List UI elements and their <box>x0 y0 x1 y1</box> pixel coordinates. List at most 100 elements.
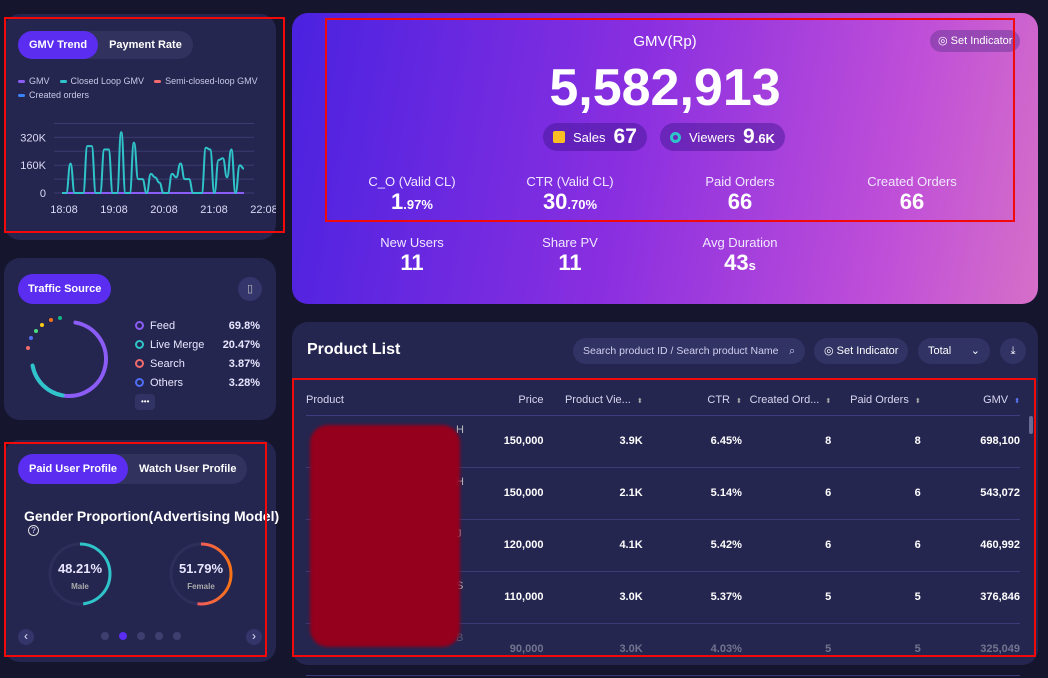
redacted-product-images <box>310 425 460 647</box>
cell: 6 <box>741 467 832 520</box>
column-header[interactable]: Created Ord... ⬍ <box>741 385 832 416</box>
gmv-title: GMV(Rp) <box>633 33 697 50</box>
download-icon: ⤓ <box>1010 345 1016 357</box>
legend-swatch <box>18 80 25 84</box>
cell: 376,846 <box>920 571 1020 624</box>
metric-paid-orders: Paid Orders 66 <box>705 174 775 214</box>
legend-swatch <box>18 94 25 98</box>
metric-ctr-valid-cl-: CTR (Valid CL) 30.70% <box>526 174 614 214</box>
y-tick-label: 320K <box>20 132 46 144</box>
legend-swatch <box>59 80 67 84</box>
sort-icon[interactable]: ⬍ <box>914 397 921 405</box>
column-header[interactable]: Paid Orders ⬍ <box>831 385 921 416</box>
sort-icon[interactable]: ⬍ <box>1014 397 1020 405</box>
cell: 6 <box>741 519 832 572</box>
female-ring <box>169 542 233 606</box>
gear-icon: ◎ <box>824 345 837 357</box>
chart-up-icon <box>553 131 565 143</box>
cell: 5 <box>741 623 832 676</box>
more-button[interactable]: ••• <box>135 394 156 410</box>
cell: 4.1K <box>543 519 643 572</box>
pagination-dots <box>101 632 181 640</box>
eye-icon <box>670 131 681 143</box>
tab-paid-user-profile[interactable]: Paid User Profile <box>18 454 129 484</box>
tab-payment-rate[interactable]: Payment Rate <box>109 39 182 51</box>
table-scrollbar[interactable] <box>1029 416 1033 434</box>
column-header: Price <box>463 385 544 416</box>
metric-avg-duration: Avg Duration 43s <box>702 235 778 275</box>
traffic-donut <box>26 316 108 398</box>
metric-new-users: New Users 11 <box>380 235 444 275</box>
product-list-title: Product List <box>307 341 401 358</box>
gmv-trend-tabs: GMV Trend Payment Rate <box>18 31 193 59</box>
cell: 90,000 <box>463 623 544 676</box>
chevron-down-icon: ⌄ <box>970 345 980 357</box>
traffic-item: Others 3.28% <box>135 377 260 389</box>
tab-gmv-trend[interactable]: GMV Trend <box>18 31 99 59</box>
download-button[interactable]: ⤓ <box>1000 338 1026 364</box>
gmv-value: 5,582,913 <box>549 59 781 117</box>
total-select[interactable]: Total ⌄ <box>918 338 990 364</box>
chart-legend: GMV Closed Loop GMV Semi-closed-loop GMV Cr… <box>18 76 268 100</box>
legend-ring-icon <box>135 321 144 330</box>
cell: 5.14% <box>642 467 742 520</box>
female-value: 51.79% <box>178 561 224 576</box>
prev-button[interactable]: ‹ <box>18 629 34 645</box>
metric-created-orders: Created Orders 66 <box>867 174 957 214</box>
product-set-indicator-button[interactable]: ◎ Set Indicator <box>814 338 909 364</box>
x-tick-label: 22:08 <box>250 204 276 216</box>
help-icon[interactable]: ? <box>28 525 39 536</box>
female-label: Female <box>187 582 215 591</box>
page-dot[interactable] <box>173 632 181 640</box>
product-search-input[interactable]: Search product ID / Search product Name ⌕ <box>573 338 805 364</box>
page-dot[interactable] <box>137 632 145 640</box>
tab-watch-user-profile[interactable]: Watch User Profile <box>139 463 237 475</box>
next-button[interactable]: › <box>246 629 262 645</box>
legend-item[interactable]: Semi-closed-loop GMV <box>154 76 258 86</box>
cell: 5 <box>741 571 832 624</box>
legend-swatch <box>154 80 162 84</box>
male-label: Male <box>71 582 89 591</box>
cell: 3.9K <box>543 415 643 468</box>
legend-item[interactable]: GMV <box>18 76 50 86</box>
x-tick-label: 19:08 <box>100 204 128 216</box>
set-indicator-button[interactable]: ◎ Set Indicator <box>930 30 1021 52</box>
y-tick-label: 0 <box>40 188 46 200</box>
gmv-summary-card <box>292 13 1038 304</box>
cell: 120,000 <box>463 519 544 572</box>
page-dot[interactable] <box>101 632 109 640</box>
legend-item[interactable]: Created orders <box>18 90 89 100</box>
metric-c-o-valid-cl-: C_O (Valid CL) 1.97% <box>368 174 456 214</box>
cell: 5.42% <box>642 519 742 572</box>
legend-ring-icon <box>135 340 144 349</box>
cell: 6 <box>831 519 921 572</box>
cell: 150,000 <box>463 415 544 468</box>
traffic-source-tab[interactable]: Traffic Source <box>18 274 112 304</box>
sort-icon[interactable]: ⬍ <box>825 397 832 405</box>
sort-icon[interactable]: ⬍ <box>636 397 643 405</box>
column-header[interactable]: CTR ⬍ <box>642 385 742 416</box>
cell: 3.0K <box>543 623 643 676</box>
column-header[interactable]: Product Vie... ⬍ <box>543 385 643 416</box>
cell: 325,049 <box>920 623 1020 676</box>
legend-ring-icon <box>135 378 144 387</box>
metric-share-pv: Share PV 11 <box>542 235 598 275</box>
viewers-pill: Viewers 9.6K <box>660 123 785 151</box>
legend-item[interactable]: Closed Loop GMV <box>59 76 144 86</box>
clipboard-icon[interactable]: ▯ <box>238 277 262 301</box>
page-dot[interactable] <box>155 632 163 640</box>
cell: 8 <box>831 415 921 468</box>
x-tick-label: 18:08 <box>50 204 78 216</box>
cell: 6 <box>831 467 921 520</box>
column-header[interactable]: GMV ⬍ <box>920 385 1020 416</box>
cell: 3.0K <box>543 571 643 624</box>
page-dot[interactable] <box>119 632 127 640</box>
gear-icon: ◎ <box>938 35 951 47</box>
traffic-item: Search 3.87% <box>135 358 260 370</box>
sort-icon[interactable]: ⬍ <box>736 397 742 405</box>
product-table: Product Price Product Vie... ⬍ CTR ⬍ Created O… <box>306 385 1020 676</box>
cell: 5 <box>831 571 921 624</box>
series-line-closed-loop-gmv <box>62 131 245 195</box>
sales-pill: Sales 67 <box>543 123 647 151</box>
traffic-item: Feed 69.8% <box>135 320 260 332</box>
